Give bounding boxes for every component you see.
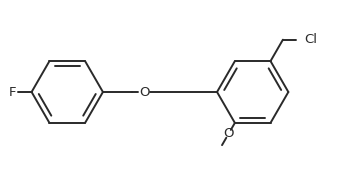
Text: Cl: Cl [304, 33, 317, 46]
Text: F: F [9, 86, 16, 98]
Text: O: O [223, 127, 234, 140]
Text: O: O [139, 86, 150, 98]
